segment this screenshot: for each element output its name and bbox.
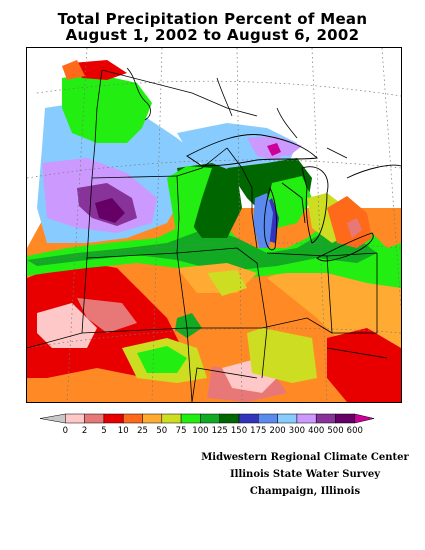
legend-swatch	[219, 413, 240, 424]
map-title-line1: Total Precipitation Percent of Mean	[57, 10, 368, 28]
region-darkgreen-band	[27, 228, 377, 270]
legend-label: 10	[118, 426, 129, 436]
legend-label: 125	[212, 426, 228, 436]
map-title-line2: August 1, 2002 to August 6, 2002	[65, 26, 360, 44]
region-pink-south-rim	[207, 366, 287, 402]
legend-swatch	[200, 413, 220, 424]
legend-swatch	[335, 413, 356, 424]
precipitation-map	[26, 47, 402, 403]
legend-label: 300	[289, 426, 305, 436]
legend-swatch	[238, 413, 259, 424]
legend-swatch	[296, 413, 317, 424]
region-green-spot	[175, 313, 202, 338]
map-domain-mask-left	[27, 48, 49, 248]
legend-swatch	[180, 413, 201, 424]
legend-label: 50	[156, 426, 167, 436]
legend-swatch	[122, 413, 143, 424]
region-yellowgreen-se	[247, 328, 317, 383]
legend-label: 500	[327, 426, 343, 436]
region-pink-west2	[77, 298, 137, 333]
region-red-west	[27, 260, 147, 308]
legend-swatch	[103, 413, 124, 424]
canada-lines	[126, 67, 348, 159]
region-pink-mi-east	[347, 218, 362, 238]
legend-label: 0	[63, 426, 68, 436]
legend-swatch	[258, 413, 278, 424]
legend-label: 2	[82, 426, 87, 436]
legend-label: 400	[308, 426, 324, 436]
legend-swatch	[142, 413, 163, 424]
map-canvas	[27, 48, 401, 402]
credit-line2: Illinois State Water Survey	[229, 469, 381, 480]
region-green-north	[62, 73, 152, 143]
legend-arrow-left	[40, 413, 66, 424]
legend-label: 600	[347, 426, 363, 436]
legend-label: 25	[137, 426, 148, 436]
legend-label: 200	[269, 426, 285, 436]
legend-swatch	[161, 413, 182, 424]
great-lakes	[186, 134, 401, 262]
region-orange-nw	[62, 60, 85, 80]
region-lightblue-mi	[253, 193, 273, 248]
region-pink-west	[37, 303, 97, 348]
state-boundaries	[27, 69, 388, 402]
legend-label: 100	[192, 426, 208, 436]
credit-line1: Midwestern Regional Climate Center	[201, 452, 409, 463]
graticule	[27, 48, 401, 402]
region-green-center	[137, 346, 187, 373]
color-legend: 0 2 5 10 25 50 75 100 125 150 175 200 300 400 500 600	[40, 413, 375, 436]
region-green-mn	[167, 166, 212, 238]
legend-label: 175	[250, 426, 266, 436]
legend-arrow-right	[354, 413, 375, 424]
region-darkpurple-west	[95, 198, 125, 223]
legend-label: 75	[176, 426, 187, 436]
legend-swatch	[315, 413, 336, 424]
region-yellowgreen-mid	[207, 270, 247, 296]
legend-swatch	[277, 413, 298, 424]
map-domain-mask	[27, 48, 401, 402]
credit-line3: Champaign, Illinois	[249, 486, 361, 497]
legend-label: 150	[231, 426, 247, 436]
region-red-se	[327, 328, 401, 402]
legend-swatch	[65, 413, 85, 424]
legend-label: 5	[101, 426, 106, 436]
legend-swatch	[84, 413, 105, 424]
region-magenta-spot	[267, 143, 281, 156]
